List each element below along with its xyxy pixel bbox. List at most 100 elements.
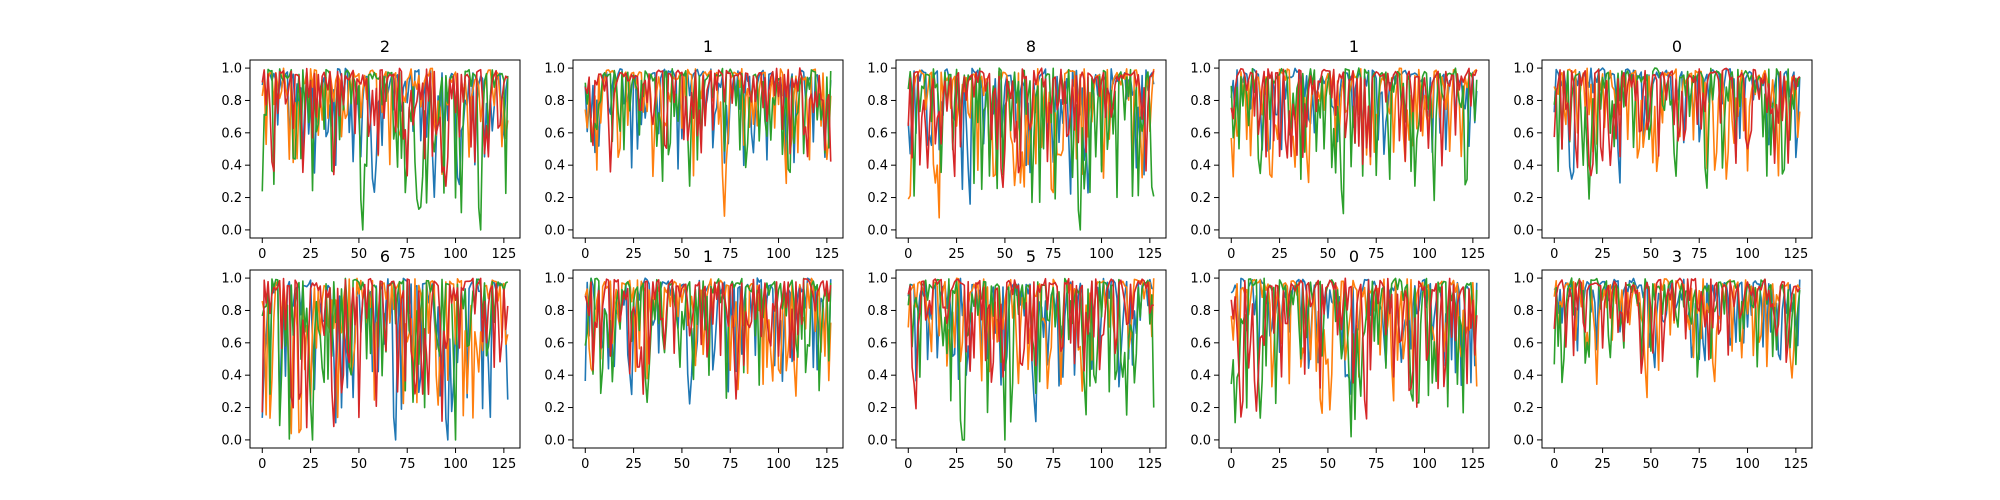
subplot-title: 6 bbox=[380, 247, 390, 266]
x-tick-label: 25 bbox=[1594, 247, 1611, 262]
subplot-title: 3 bbox=[1672, 247, 1682, 266]
x-tick-label: 0 bbox=[1227, 457, 1235, 472]
y-tick-label: 0.0 bbox=[544, 433, 565, 448]
y-tick-label: 0.4 bbox=[867, 369, 888, 384]
x-tick-label: 100 bbox=[1089, 247, 1114, 262]
x-tick-label: 125 bbox=[491, 247, 516, 262]
series-line-4 bbox=[907, 277, 1154, 410]
x-tick-label: 75 bbox=[1368, 457, 1385, 472]
y-tick-label: 0.2 bbox=[1190, 191, 1211, 206]
y-tick-label: 0.2 bbox=[221, 401, 242, 416]
subplot-title: 8 bbox=[1026, 37, 1036, 56]
x-tick-label: 0 bbox=[581, 457, 589, 472]
x-tick-label: 100 bbox=[1412, 247, 1437, 262]
subplot-1: 2 0 25 50 75 100 125 0.0 0.2 0.4 0.6 0.8 1.0 bbox=[221, 37, 521, 262]
axes-frame bbox=[249, 269, 521, 449]
series-group bbox=[584, 67, 832, 217]
y-tick-label: 0.0 bbox=[1190, 433, 1211, 448]
series-line-4 bbox=[584, 67, 832, 173]
x-tick-label: 125 bbox=[814, 457, 839, 472]
y-tick-label: 0.6 bbox=[544, 336, 565, 351]
y-tick-label: 0.0 bbox=[221, 223, 242, 238]
axes-frame bbox=[572, 269, 844, 449]
subplot-title: 1 bbox=[1349, 37, 1359, 56]
x-tick-label: 75 bbox=[722, 247, 739, 262]
y-tick-label: 0.8 bbox=[867, 304, 888, 319]
y-tick-label: 0.0 bbox=[544, 223, 565, 238]
y-tick-label: 0.2 bbox=[544, 191, 565, 206]
y-tick-label: 0.0 bbox=[867, 433, 888, 448]
x-tick-label: 0 bbox=[258, 247, 266, 262]
y-tick-label: 0.4 bbox=[221, 159, 242, 174]
x-tick-label: 50 bbox=[1320, 457, 1337, 472]
subplot-title: 5 bbox=[1026, 247, 1036, 266]
x-tick-label: 75 bbox=[1691, 247, 1708, 262]
x-tick-label: 0 bbox=[1550, 247, 1558, 262]
x-tick-label: 100 bbox=[443, 457, 468, 472]
x-tick-label: 75 bbox=[1368, 247, 1385, 262]
series-line-3 bbox=[1553, 67, 1801, 200]
series-line-4 bbox=[584, 278, 832, 400]
y-tick-label: 0.4 bbox=[221, 369, 242, 384]
x-tick-label: 25 bbox=[302, 247, 319, 262]
axes-frame bbox=[895, 59, 1167, 239]
x-tick-label: 50 bbox=[997, 247, 1014, 262]
series-line-3 bbox=[1553, 277, 1801, 384]
y-tick-label: 0.8 bbox=[1513, 94, 1534, 109]
x-tick-label: 125 bbox=[1137, 247, 1162, 262]
y-tick-label: 0.0 bbox=[1190, 223, 1211, 238]
x-tick-label: 75 bbox=[399, 247, 416, 262]
y-tick-label: 0.2 bbox=[1513, 401, 1534, 416]
subplot-10: 3 0 25 50 75 100 125 0.0 0.2 0.4 0.6 0.8 1.0 bbox=[1513, 247, 1813, 472]
y-tick-label: 0.4 bbox=[544, 159, 565, 174]
x-tick-label: 25 bbox=[948, 247, 965, 262]
y-tick-label: 1.0 bbox=[1190, 272, 1211, 287]
y-tick-label: 0.8 bbox=[221, 94, 242, 109]
subplot-title: 2 bbox=[380, 37, 390, 56]
subplot-5: 0 0 25 50 75 100 125 0.0 0.2 0.4 0.6 0.8 1.0 bbox=[1513, 37, 1813, 262]
x-tick-label: 0 bbox=[258, 457, 266, 472]
x-tick-label: 100 bbox=[443, 247, 468, 262]
y-tick-label: 1.0 bbox=[221, 272, 242, 287]
y-tick-label: 0.8 bbox=[867, 94, 888, 109]
y-tick-label: 0.0 bbox=[1513, 223, 1534, 238]
y-tick-label: 1.0 bbox=[544, 272, 565, 287]
series-line-1 bbox=[1553, 277, 1801, 369]
y-tick-label: 1.0 bbox=[867, 272, 888, 287]
y-tick-label: 0.8 bbox=[1513, 304, 1534, 319]
subplot-title: 1 bbox=[703, 247, 713, 266]
series-line-4 bbox=[907, 67, 1155, 189]
series-group bbox=[261, 277, 509, 441]
x-tick-label: 125 bbox=[1783, 247, 1808, 262]
subplot-6: 6 0 25 50 75 100 125 0.0 0.2 0.4 0.6 0.8 1.0 bbox=[221, 247, 521, 472]
y-tick-label: 0.8 bbox=[1190, 304, 1211, 319]
x-tick-label: 100 bbox=[766, 247, 791, 262]
series-line-4 bbox=[261, 277, 509, 429]
y-tick-label: 1.0 bbox=[544, 62, 565, 77]
subplot-4: 1 0 25 50 75 100 125 0.0 0.2 0.4 0.6 0.8 1.0 bbox=[1190, 37, 1490, 262]
series-group bbox=[907, 67, 1155, 231]
x-tick-label: 100 bbox=[1735, 247, 1760, 262]
axes-frame bbox=[249, 59, 521, 239]
x-tick-label: 25 bbox=[1594, 457, 1611, 472]
y-tick-label: 0.4 bbox=[1513, 159, 1534, 174]
subplot-2: 1 0 25 50 75 100 125 0.0 0.2 0.4 0.6 0.8 1.0 bbox=[544, 37, 844, 262]
y-tick-label: 0.2 bbox=[1513, 191, 1534, 206]
y-tick-label: 0.6 bbox=[867, 126, 888, 141]
x-tick-label: 125 bbox=[1783, 457, 1808, 472]
axes-frame bbox=[572, 59, 844, 239]
x-tick-label: 50 bbox=[351, 247, 368, 262]
x-tick-label: 125 bbox=[1137, 457, 1162, 472]
x-tick-label: 125 bbox=[814, 247, 839, 262]
y-tick-label: 0.2 bbox=[544, 401, 565, 416]
x-tick-label: 125 bbox=[491, 457, 516, 472]
series-line-4 bbox=[1230, 67, 1478, 167]
series-line-4 bbox=[261, 67, 509, 188]
x-tick-label: 25 bbox=[302, 457, 319, 472]
y-tick-label: 0.4 bbox=[1190, 369, 1211, 384]
x-tick-label: 50 bbox=[1643, 247, 1660, 262]
x-tick-label: 0 bbox=[904, 247, 912, 262]
y-tick-label: 1.0 bbox=[867, 62, 888, 77]
subplot-7: 1 0 25 50 75 100 125 0.0 0.2 0.4 0.6 0.8 1.0 bbox=[544, 247, 844, 472]
series-group bbox=[261, 67, 509, 231]
